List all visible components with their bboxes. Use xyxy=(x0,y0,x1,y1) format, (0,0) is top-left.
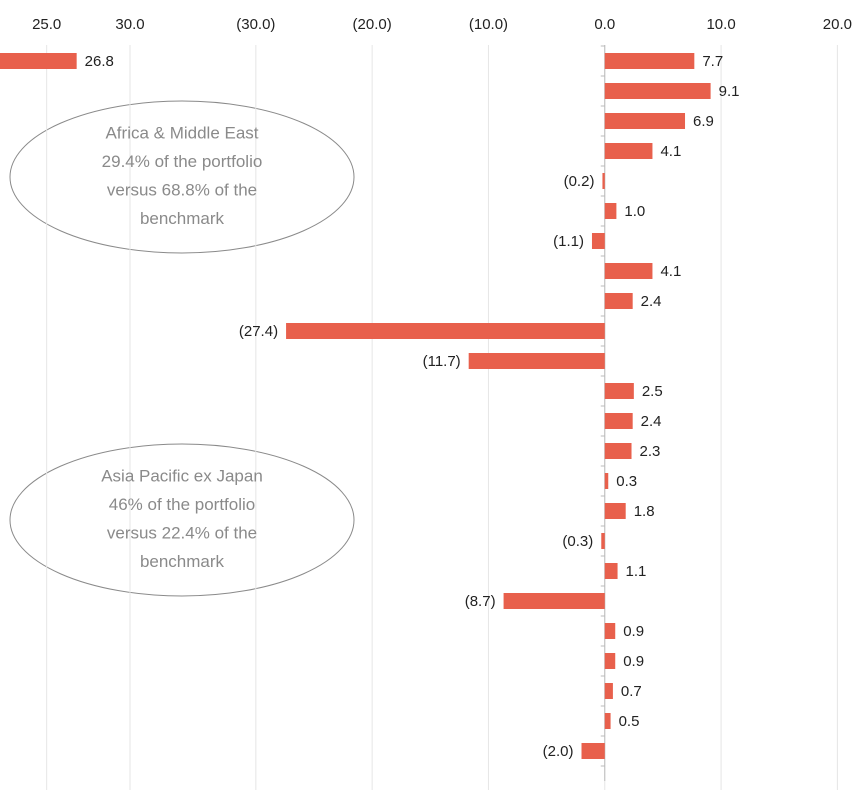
annotation-text: versus 22.4% of the xyxy=(107,524,257,543)
bar xyxy=(604,383,634,399)
value-label: 9.1 xyxy=(719,83,740,100)
bar xyxy=(604,473,609,489)
value-label: 0.9 xyxy=(623,653,644,670)
value-label: (8.7) xyxy=(465,593,496,610)
bar xyxy=(601,533,605,549)
value-label: 4.1 xyxy=(660,263,681,280)
x-tick-label: (30.0) xyxy=(236,16,275,33)
bar xyxy=(0,53,77,69)
value-label: 1.8 xyxy=(634,503,655,520)
value-label: 2.3 xyxy=(640,443,661,460)
value-label: (0.2) xyxy=(564,173,595,190)
value-label: 7.7 xyxy=(702,53,723,70)
bar xyxy=(604,293,633,309)
annotation-text: 29.4% of the portfolio xyxy=(102,152,263,171)
bar xyxy=(581,743,605,759)
bar xyxy=(604,413,633,429)
x-tick-label: 20.0 xyxy=(823,16,852,33)
annotation-ellipse xyxy=(9,100,355,254)
bar xyxy=(604,653,616,669)
annotation-text: Asia Pacific ex Japan xyxy=(101,467,263,486)
value-label: 26.8 xyxy=(85,53,114,70)
x-tick-label: 30.0 xyxy=(115,16,144,33)
value-label: (27.4) xyxy=(239,323,278,340)
x-tick-label: (10.0) xyxy=(469,16,508,33)
bar xyxy=(503,593,605,609)
x-tick-label: 10.0 xyxy=(706,16,735,33)
value-label: 0.9 xyxy=(623,623,644,640)
value-label: (0.3) xyxy=(562,533,593,550)
value-label: 1.0 xyxy=(624,203,645,220)
bar xyxy=(604,713,611,729)
value-label: 2.4 xyxy=(641,413,662,430)
value-label: 0.7 xyxy=(621,683,642,700)
bar xyxy=(286,323,605,339)
bar xyxy=(604,143,653,159)
x-tick-label: (20.0) xyxy=(353,16,392,33)
bar xyxy=(604,113,686,129)
bar xyxy=(604,563,618,579)
annotation-text: 46% of the portfolio xyxy=(109,495,255,514)
annotation-text: Africa & Middle East xyxy=(105,124,258,143)
bar xyxy=(604,623,616,639)
bar xyxy=(604,263,653,279)
bar xyxy=(591,233,605,249)
value-label: 4.1 xyxy=(660,143,681,160)
bar xyxy=(604,83,711,99)
bar xyxy=(604,203,617,219)
annotation-text: versus 68.8% of the xyxy=(107,181,257,200)
annotation-text: benchmark xyxy=(140,552,225,571)
value-label: 0.5 xyxy=(619,713,640,730)
value-label: 1.1 xyxy=(626,563,647,580)
x-tick-label: 0.0 xyxy=(594,16,615,33)
value-label: (11.7) xyxy=(423,353,461,370)
bar xyxy=(604,443,632,459)
bar xyxy=(602,173,605,189)
bar xyxy=(604,503,626,519)
annotation-ellipse xyxy=(9,443,355,597)
x-tick-label: 25.0 xyxy=(32,16,61,33)
bar xyxy=(604,683,613,699)
value-label: (2.0) xyxy=(543,743,574,760)
value-label: 2.4 xyxy=(641,293,662,310)
bar xyxy=(604,53,695,69)
bar xyxy=(468,353,605,369)
value-label: 2.5 xyxy=(642,383,663,400)
value-label: (1.1) xyxy=(553,233,584,250)
value-label: 0.3 xyxy=(616,473,637,490)
annotation-text: benchmark xyxy=(140,209,225,228)
value-label: 6.9 xyxy=(693,113,714,130)
